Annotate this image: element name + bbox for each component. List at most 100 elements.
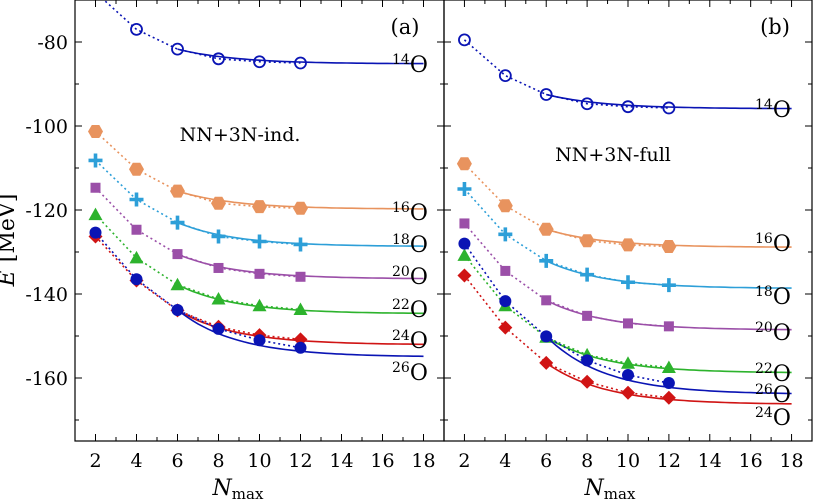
data-point [252, 234, 267, 249]
series-18O [457, 182, 792, 293]
element-symbol: O [410, 329, 428, 354]
y-tick-label: -160 [25, 368, 68, 390]
data-point [171, 42, 184, 56]
connector-line [94, 235, 301, 341]
data-point [88, 207, 103, 221]
data-point [580, 374, 595, 389]
data-point [170, 215, 185, 230]
mass-number: 16 [755, 231, 773, 247]
data-point [498, 320, 513, 335]
mass-number: 18 [755, 284, 773, 300]
data-point [88, 153, 103, 168]
isotope-label: 20O [392, 264, 428, 290]
mass-number: 26 [392, 360, 410, 376]
mass-number: 24 [755, 405, 773, 421]
data-point [622, 369, 634, 382]
data-point [294, 341, 307, 354]
series-16O [456, 157, 792, 253]
connector-line [94, 187, 301, 278]
x-tick-label: 6 [540, 450, 552, 472]
isotope-label: 20O [755, 320, 791, 346]
panel-a: 2 4 6 8 10 12 14 16 18-160-140-120-100-80(a)NN+3… [25, 0, 445, 472]
x-tick-label: 10 [616, 450, 640, 472]
data-point [293, 237, 308, 252]
connector-line [94, 214, 301, 311]
mass-number: 18 [392, 232, 410, 248]
data-point [252, 298, 267, 312]
extrapolation-fit [177, 48, 424, 65]
mass-number: 22 [392, 297, 410, 313]
data-point [661, 240, 677, 253]
data-point [171, 303, 184, 316]
mass-number: 20 [755, 320, 773, 336]
connector-line [463, 188, 669, 286]
data-point [621, 385, 635, 400]
x-tick-label: 8 [581, 450, 593, 472]
data-point [620, 238, 636, 252]
x-axis-label-b: Nmax [584, 476, 636, 499]
y-tick-label: -120 [25, 200, 68, 222]
series-16O [88, 125, 424, 215]
data-point [90, 182, 101, 193]
connector-line [94, 159, 301, 246]
connector-line [463, 39, 669, 109]
data-point [540, 330, 553, 343]
isotope-label: 22O [755, 361, 791, 387]
x-tick-label: 12 [288, 450, 312, 472]
connector-line [463, 254, 669, 369]
data-point [582, 310, 593, 321]
x-tick-label: 2 [458, 450, 470, 472]
isotope-label: 24O [755, 405, 791, 431]
element-symbol: O [410, 53, 428, 78]
data-point [541, 295, 552, 306]
series-22O [88, 207, 424, 316]
x-tick-label: 16 [370, 450, 394, 472]
connector-line [463, 222, 669, 328]
mass-number: 20 [392, 264, 410, 280]
data-point [621, 356, 635, 369]
data-point [500, 265, 511, 276]
data-point [539, 355, 554, 370]
isotope-label: 16O [755, 231, 791, 257]
isotope-label: 26O [755, 382, 791, 408]
data-point [252, 200, 267, 214]
plot-frame-a [74, 0, 445, 442]
element-symbol: O [773, 321, 791, 346]
data-point [456, 157, 472, 171]
x-tick-label: 8 [212, 450, 224, 472]
y-axis-label: E[MeV] [0, 194, 20, 288]
connector-line [94, 232, 301, 349]
extrapolation-fit [546, 93, 792, 110]
x-tick-label: 14 [698, 450, 722, 472]
element-symbol: O [773, 285, 791, 310]
data-point [131, 224, 142, 235]
data-point [294, 56, 307, 70]
data-point [293, 302, 308, 316]
element-symbol: O [773, 362, 791, 387]
series-14O [102, 0, 424, 70]
data-point [89, 226, 102, 239]
data-point [253, 334, 266, 347]
data-point [457, 182, 472, 196]
data-point [662, 101, 676, 115]
data-point [539, 88, 553, 101]
element-symbol: O [410, 233, 428, 258]
x-tick-label: 2 [89, 450, 101, 472]
data-point [293, 332, 308, 347]
data-point [212, 52, 225, 66]
data-point [211, 196, 226, 210]
data-point [213, 262, 224, 273]
data-point [459, 218, 470, 229]
isotope-label: 18O [755, 284, 791, 310]
data-point [539, 253, 554, 268]
y-tick-label: -140 [25, 284, 68, 306]
panel-label: (b) [760, 15, 790, 39]
isotope-label: 16O [392, 200, 428, 226]
y-tick-label: -100 [25, 116, 68, 138]
x-tick-label: 4 [130, 450, 142, 472]
data-point [129, 250, 144, 264]
data-point [170, 184, 185, 198]
series-24O [88, 229, 424, 347]
data-point [130, 273, 143, 286]
x-tick-label: 4 [499, 450, 511, 472]
